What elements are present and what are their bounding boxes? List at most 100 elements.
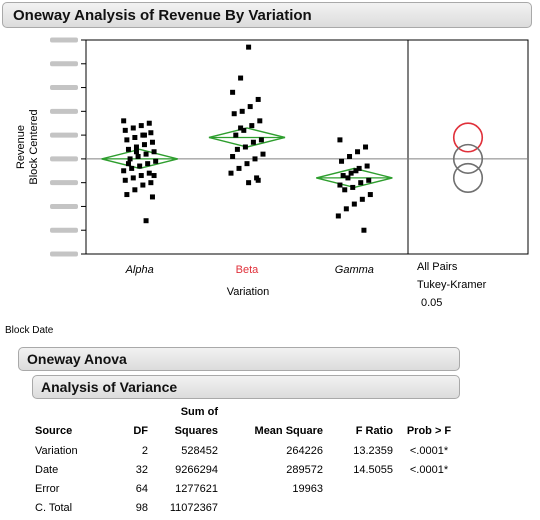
analysis-of-variance-header[interactable]: Analysis of Variance: [32, 375, 460, 399]
data-point-alpha: [140, 182, 146, 188]
data-point-alpha: [149, 139, 155, 145]
data-points: [121, 44, 373, 233]
comparison-frame: [407, 39, 529, 255]
data-point-alpha: [121, 168, 127, 174]
data-point-alpha: [141, 142, 147, 148]
x-category-beta[interactable]: Beta: [236, 264, 260, 276]
oneway-anova-header[interactable]: Oneway Anova: [18, 347, 460, 371]
data-point-beta: [239, 108, 245, 114]
anova-cell-p: <.0001*: [409, 445, 449, 457]
data-point-beta: [234, 146, 240, 152]
y-axis-label-line2: Block Centered: [28, 109, 40, 184]
anova-cell-ss: 528452: [181, 445, 218, 457]
data-point-alpha: [138, 123, 144, 129]
data-point-gamma: [359, 196, 365, 202]
data-point-beta: [244, 161, 250, 167]
x-axis-label: Variation: [227, 286, 270, 298]
comparison-label-line3: 0.05: [421, 297, 442, 309]
data-point-alpha: [143, 218, 149, 224]
data-point-gamma: [356, 165, 362, 171]
data-point-gamma: [361, 227, 367, 233]
x-category-alpha[interactable]: Alpha: [125, 264, 154, 276]
data-point-gamma: [337, 137, 343, 143]
data-point-gamma: [339, 158, 345, 164]
data-point-alpha: [146, 120, 152, 126]
data-point-beta: [257, 118, 263, 124]
data-point-alpha: [129, 165, 135, 171]
y-tick-label-blurred: [50, 37, 78, 43]
data-point-alpha: [125, 146, 131, 152]
data-point-alpha: [132, 134, 138, 140]
data-point-alpha: [149, 194, 155, 200]
data-point-beta: [230, 89, 236, 95]
y-tick-label-blurred: [50, 132, 78, 138]
data-point-beta: [255, 96, 261, 102]
comparison-circle-alpha[interactable]: [452, 143, 484, 174]
data-point-alpha: [151, 173, 157, 179]
data-point-alpha: [138, 173, 144, 179]
anova-cell-f: 13.2359: [353, 445, 393, 457]
data-point-alpha: [135, 154, 141, 160]
data-point-alpha: [137, 163, 143, 169]
data-point-beta: [228, 170, 234, 176]
anova-cell-source: Error: [35, 483, 60, 495]
data-point-gamma: [343, 206, 349, 212]
data-point-beta: [231, 111, 237, 117]
anova-cell-df: 32: [135, 464, 148, 476]
anova-cell-df: 98: [135, 502, 148, 514]
data-point-gamma: [358, 180, 364, 186]
y-tick-label-blurred: [50, 61, 78, 67]
data-point-gamma: [364, 163, 370, 169]
data-point-alpha: [121, 118, 127, 124]
comparison-label-line2: Tukey-Kramer: [417, 279, 487, 291]
x-category-labels: Alpha Beta Gamma: [125, 264, 374, 276]
report-title[interactable]: Oneway Analysis of Revenue By Variation: [2, 2, 532, 28]
data-point-gamma: [335, 213, 341, 219]
data-point-beta: [247, 104, 253, 110]
y-tick-label-blurred: [50, 108, 78, 114]
data-point-beta: [242, 144, 248, 150]
column-header-f: F Ratio: [355, 425, 393, 437]
anova-cell-ss: 11072367: [169, 502, 218, 514]
anova-cell-source: Date: [35, 464, 59, 476]
data-point-gamma: [353, 168, 359, 174]
data-point-beta: [260, 151, 266, 157]
data-point-beta: [236, 165, 242, 171]
column-header-p: Prob > F: [406, 425, 452, 437]
y-tick-label-blurred: [50, 203, 78, 209]
data-point-beta: [252, 156, 258, 162]
data-point-gamma: [350, 184, 356, 190]
x-category-gamma[interactable]: Gamma: [335, 264, 374, 276]
block-label: Block Date: [5, 325, 54, 336]
anova-cell-ss: 1277621: [175, 483, 218, 495]
anova-cell-ms: 264226: [286, 445, 323, 457]
data-point-beta: [255, 177, 261, 183]
comparison-circle-gamma[interactable]: [452, 162, 484, 193]
data-point-gamma: [351, 201, 357, 207]
comparison-circle-beta[interactable]: [452, 122, 484, 153]
comparison-circles: [452, 122, 484, 193]
data-point-alpha: [124, 192, 130, 198]
data-point-alpha: [127, 156, 133, 162]
data-point-gamma: [337, 182, 343, 188]
data-point-alpha: [133, 144, 139, 150]
data-point-beta: [230, 154, 236, 160]
anova-cell-df: 2: [141, 445, 148, 457]
data-point-beta: [233, 132, 239, 138]
comparison-label-line1: All Pairs: [417, 261, 458, 273]
y-tick-label-blurred: [50, 251, 78, 257]
data-point-alpha: [122, 177, 128, 183]
data-point-alpha: [122, 127, 128, 133]
anova-cell-ms: 19963: [292, 483, 323, 495]
y-tick-label-blurred: [50, 180, 78, 186]
anova-cell-source: C. Total: [35, 502, 73, 514]
column-header-ss: Squares: [174, 425, 218, 437]
data-point-alpha: [130, 175, 136, 181]
anova-cell-ms: 289572: [286, 464, 323, 476]
data-point-alpha: [124, 137, 130, 143]
data-point-gamma: [340, 173, 346, 179]
data-point-beta: [250, 139, 256, 145]
data-point-alpha: [133, 149, 139, 155]
data-point-gamma: [363, 144, 369, 150]
data-point-alpha: [125, 161, 131, 167]
